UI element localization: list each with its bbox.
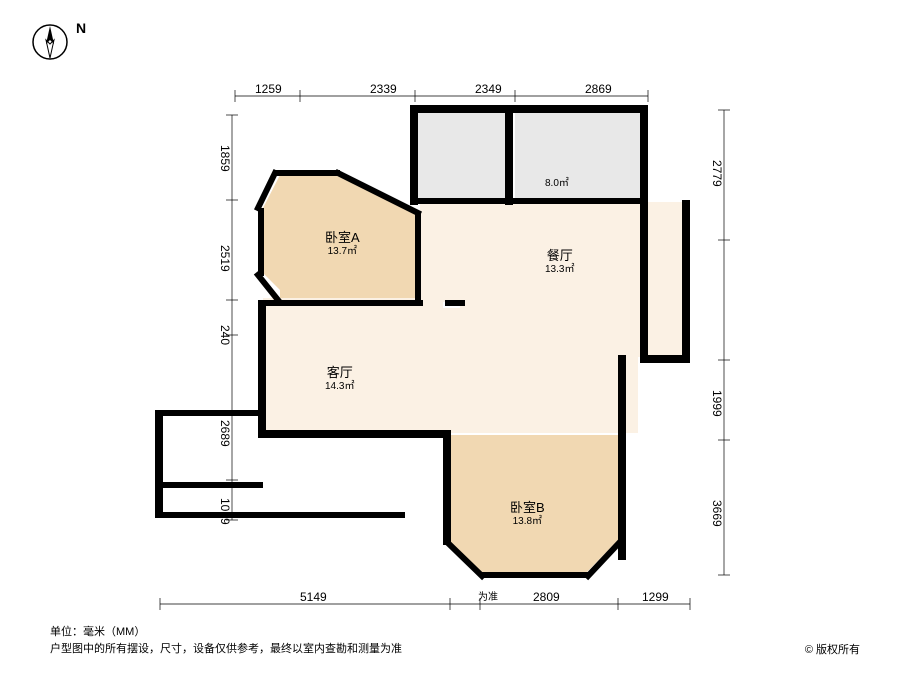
floorplan-canvas: N 12592339234928695149280912991859251924…	[0, 0, 900, 675]
room-name: 卧室B	[510, 500, 545, 516]
dimension-label: 1259	[255, 82, 282, 96]
dimension-label: 2349	[475, 82, 502, 96]
dimension-label: 2869	[585, 82, 612, 96]
footer: 单位：毫米（MM） 户型图中的所有摆设，尺寸，设备仅供参考，最终以室内查勘和测量…	[50, 624, 402, 657]
footer-unit: 单位：毫米（MM）	[50, 624, 402, 641]
dimension-label: 5149	[300, 590, 327, 604]
dimension-label: 2339	[370, 82, 397, 96]
footer-note: 户型图中的所有摆设，尺寸，设备仅供参考，最终以室内查勘和测量为准	[50, 641, 402, 658]
room-area: 13.3㎡	[545, 264, 574, 276]
room-label-livingroom: 客厅14.3㎡	[325, 365, 354, 393]
room-area: 14.3㎡	[325, 381, 354, 393]
room-label-kitchen: 8.0㎡	[545, 178, 569, 190]
dimension-label: 3669	[710, 500, 724, 527]
room-area: 13.7㎡	[325, 246, 360, 258]
dimension-label: 2519	[218, 245, 232, 272]
room-area: 13.8㎡	[510, 516, 545, 528]
dimension-label: 1859	[218, 145, 232, 172]
misc-label: 为准	[478, 588, 498, 603]
dimension-label: 2689	[218, 420, 232, 447]
room-label-bedroomB: 卧室B13.8㎡	[510, 500, 545, 528]
room-name: 餐厅	[545, 248, 574, 264]
dimension-label: 240	[218, 325, 232, 345]
dimension-label: 1019	[218, 498, 232, 525]
room-label-bedroomA: 卧室A13.7㎡	[325, 230, 360, 258]
room-area: 8.0㎡	[545, 178, 569, 190]
room-name: 卧室A	[325, 230, 360, 246]
dimension-label: 1999	[710, 390, 724, 417]
dimension-label: 2779	[710, 160, 724, 187]
room-label-diningroom: 餐厅13.3㎡	[545, 248, 574, 276]
floorplan-svg	[0, 0, 900, 675]
dimension-label: 1299	[642, 590, 669, 604]
room-name: 客厅	[325, 365, 354, 381]
dimension-label: 2809	[533, 590, 560, 604]
copyright: © 版权所有	[805, 641, 860, 657]
